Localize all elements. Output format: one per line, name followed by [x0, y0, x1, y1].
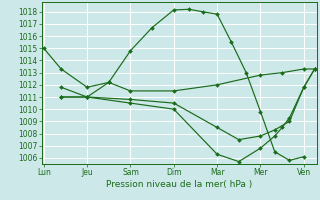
X-axis label: Pression niveau de la mer( hPa ): Pression niveau de la mer( hPa )	[106, 180, 252, 189]
